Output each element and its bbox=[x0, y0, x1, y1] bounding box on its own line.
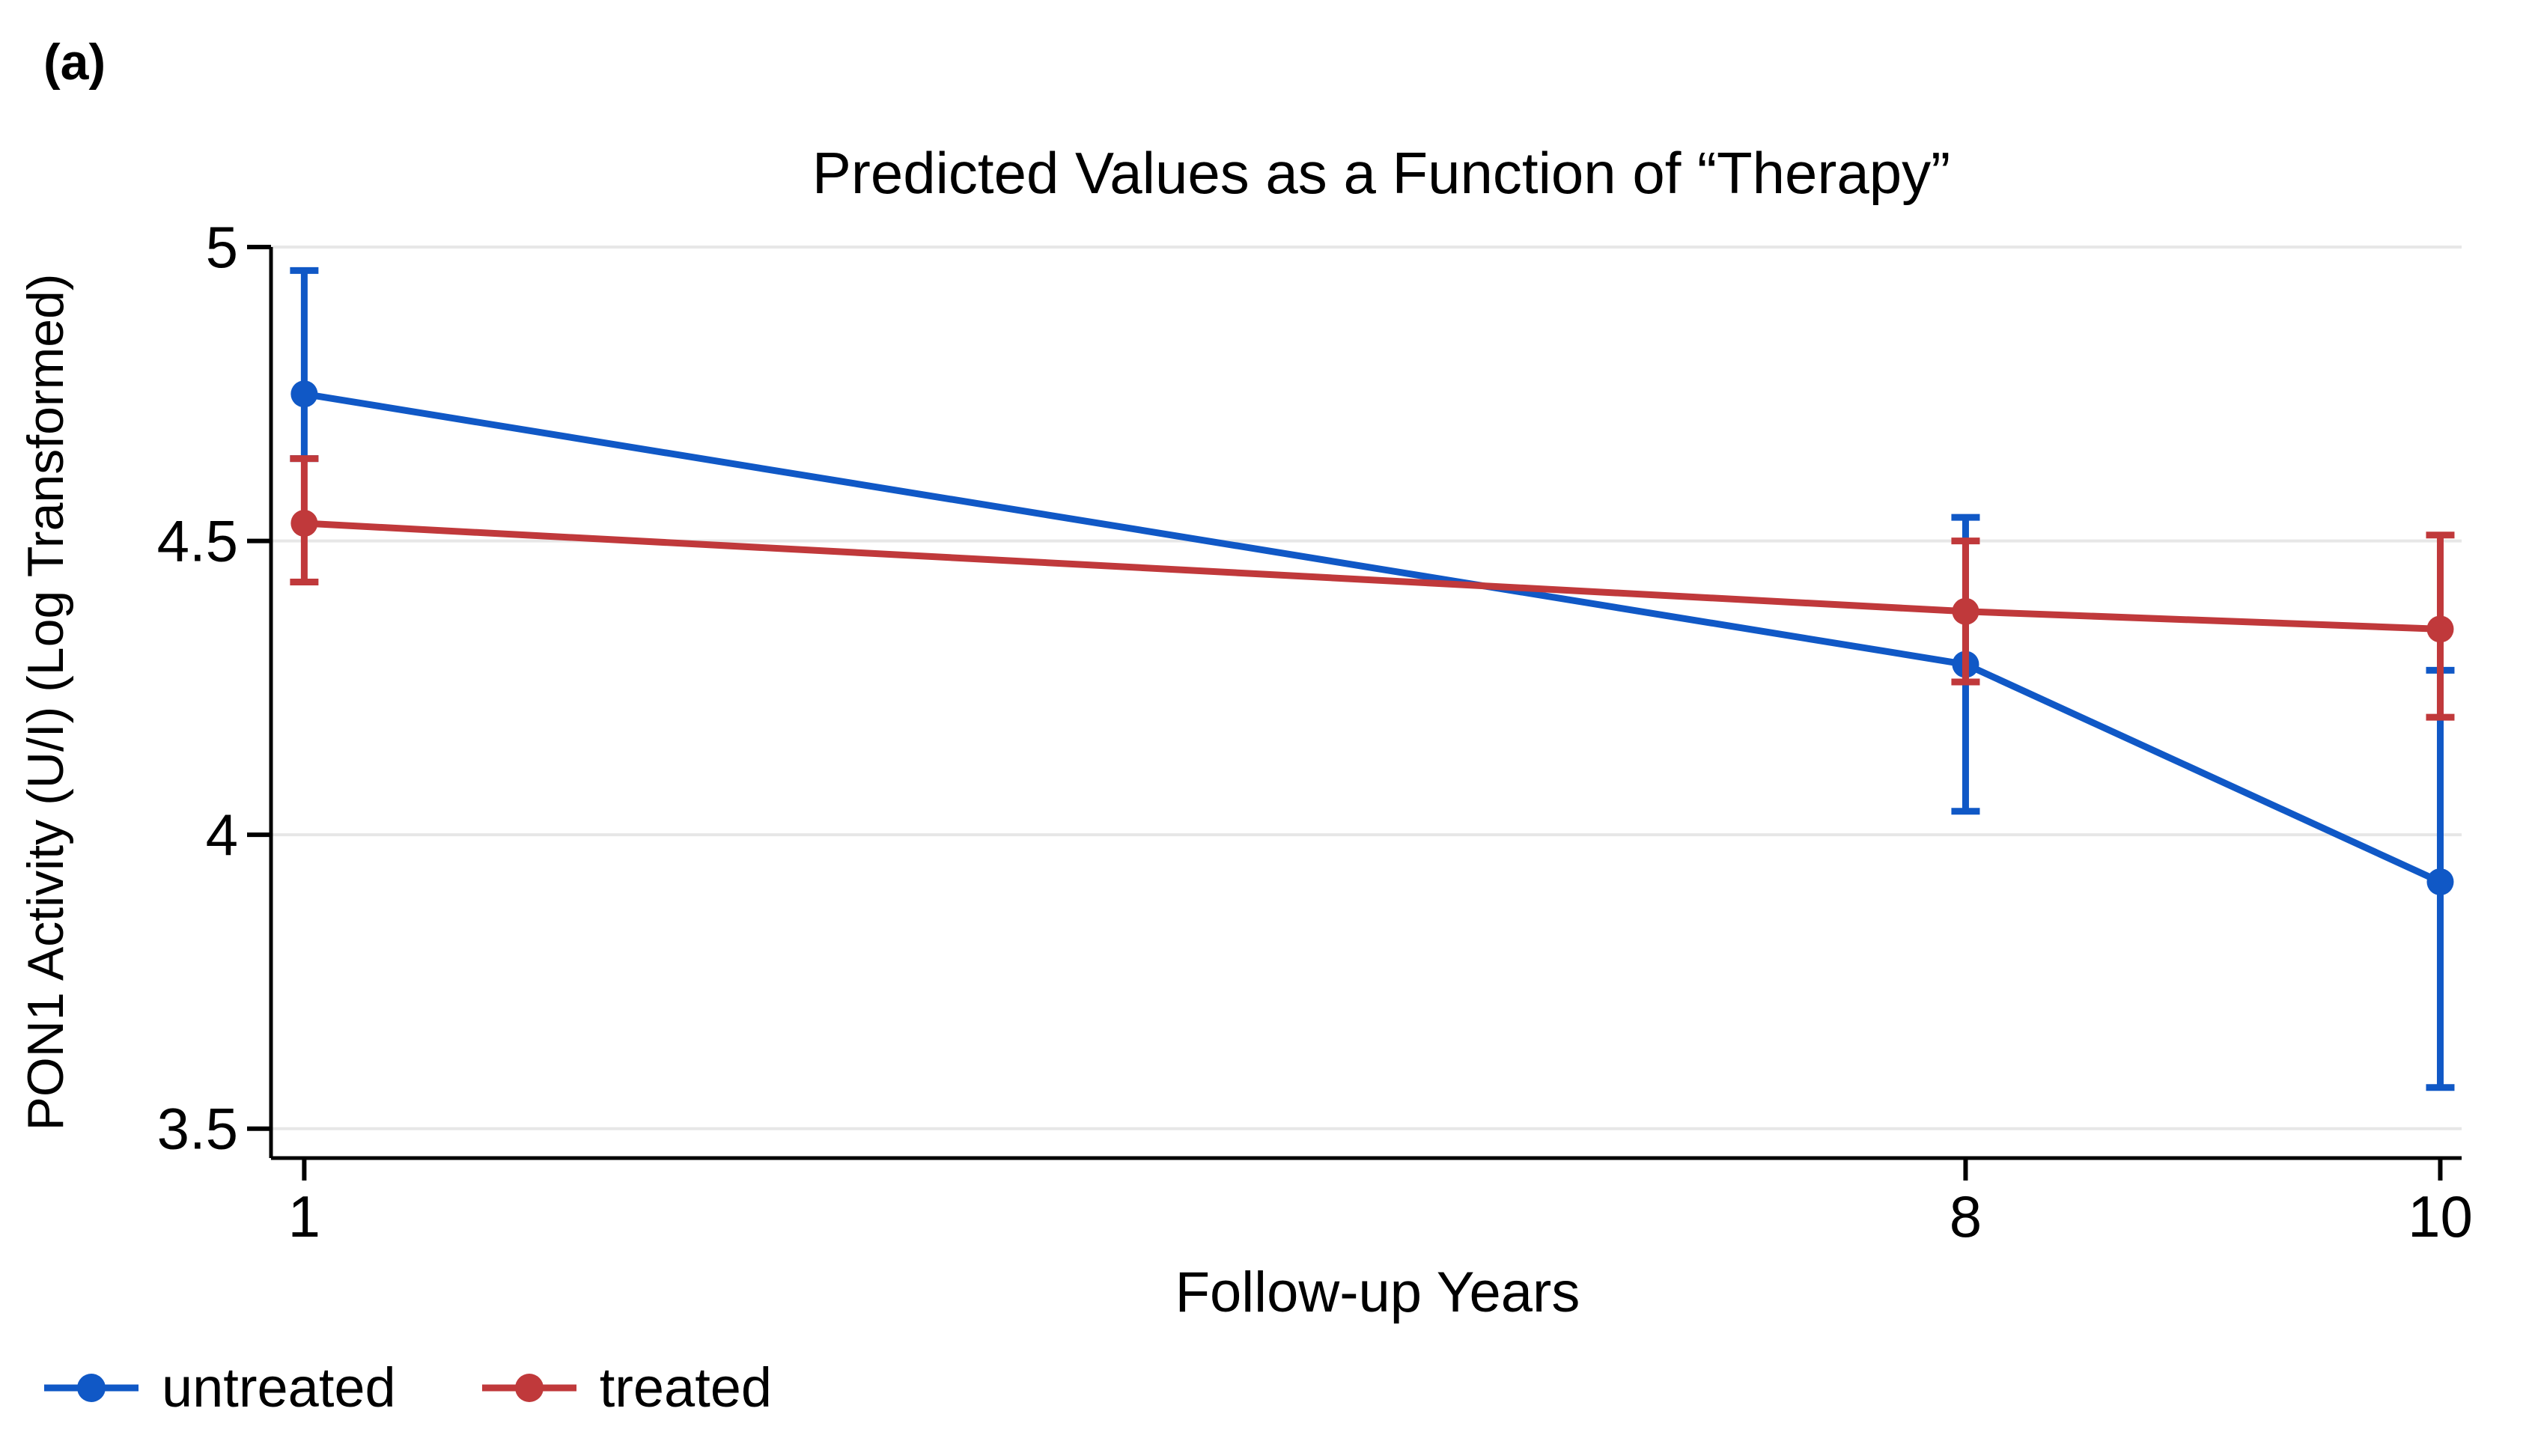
x-tick-label: 10 bbox=[2408, 1184, 2473, 1249]
gridlines bbox=[271, 246, 2462, 1130]
series-line-treated bbox=[304, 520, 2441, 633]
y-axis-label: PON1 Activity (U/I) (Log Transformed) bbox=[17, 274, 74, 1131]
y-tick-label: 4.5 bbox=[157, 508, 238, 574]
chart-title: Predicted Values as a Function of “Thera… bbox=[812, 140, 1950, 206]
series-treated bbox=[290, 455, 2455, 721]
x-axis-ticks: 1 8 10 bbox=[288, 1158, 2473, 1249]
data-point-treated-1 bbox=[290, 510, 318, 537]
data-point-untreated-10 bbox=[2426, 868, 2454, 895]
legend-item-treated: treated bbox=[480, 1352, 772, 1424]
panel-label: (a) bbox=[43, 34, 106, 91]
legend-label-untreated: untreated bbox=[162, 1356, 396, 1419]
y-axis-ticks: 5 4.5 4 3.5 bbox=[157, 214, 271, 1162]
legend-marker-treated bbox=[481, 1374, 576, 1402]
legend-label-treated: treated bbox=[599, 1356, 773, 1419]
x-axis-label: Follow-up Years bbox=[1175, 1261, 1580, 1324]
x-tick-label: 1 bbox=[288, 1184, 320, 1249]
series-line-untreated bbox=[303, 390, 2442, 886]
series-untreated bbox=[290, 266, 2455, 1091]
data-point-untreated-1 bbox=[290, 380, 318, 408]
legend-item-untreated: untreated bbox=[42, 1352, 396, 1424]
y-tick-label: 4 bbox=[206, 802, 238, 868]
data-series bbox=[290, 266, 2455, 1091]
x-tick-label: 8 bbox=[1950, 1184, 1982, 1249]
y-tick-label: 5 bbox=[206, 214, 238, 280]
y-tick-label: 3.5 bbox=[157, 1096, 238, 1162]
legend: untreated treated bbox=[42, 1352, 772, 1424]
legend-marker-untreated bbox=[44, 1374, 139, 1402]
data-point-treated-10 bbox=[2426, 615, 2454, 643]
data-point-treated-8 bbox=[1952, 597, 1979, 625]
